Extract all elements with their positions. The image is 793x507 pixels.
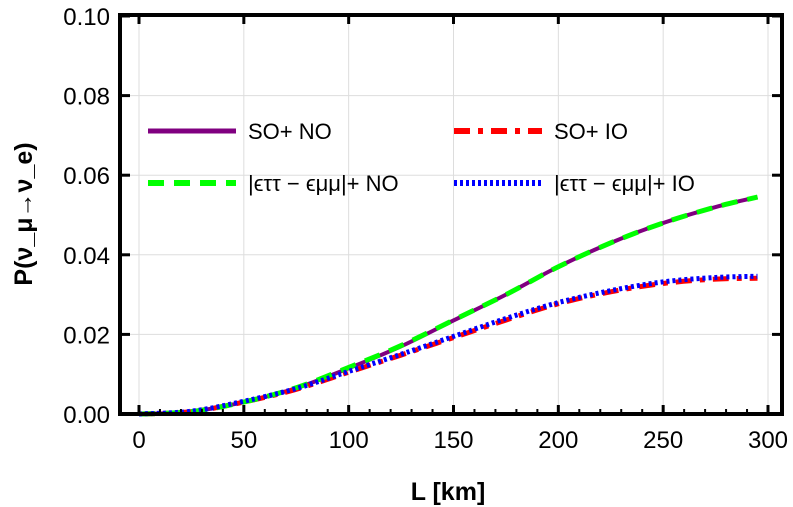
x-tick-label: 50 (230, 427, 257, 454)
y-tick-label: 0.02 (63, 322, 110, 349)
legend-label-3: |ϵττ − ϵμμ|+ IO (554, 171, 695, 196)
ticks: 0 50 100 150 200 250 300 0.00 0.02 0.04 0.06 0.08 0.… (63, 4, 788, 454)
legend-label-0: SO+ NO (248, 119, 332, 144)
legend-label-2: |ϵττ − ϵμμ|+ NO (248, 171, 399, 196)
plot-frame (118, 13, 784, 416)
x-tick-label: 250 (643, 427, 683, 454)
y-tick-label: 0.10 (63, 4, 110, 31)
y-tick-label: 0.06 (63, 163, 110, 190)
y-tick-label: 0.00 (63, 402, 110, 429)
x-tick-label: 150 (433, 427, 473, 454)
y-tick-label: 0.04 (63, 243, 110, 270)
series-line-0 (138, 195, 758, 416)
series-line-3 (138, 273, 758, 417)
y-axis-label: P(ν_μ→ν_e) (10, 142, 38, 285)
series-line-2 (138, 194, 759, 417)
y-tick-label: 0.08 (63, 84, 110, 111)
series-line-1 (138, 275, 758, 417)
x-tick-label: 200 (538, 427, 578, 454)
x-tick-label: 300 (748, 427, 788, 454)
legend-label-1: SO+ IO (554, 119, 628, 144)
x-tick-label: 0 (132, 427, 145, 454)
x-axis-label: L [km] (411, 478, 486, 506)
series-layer (138, 194, 759, 417)
legend: SO+ NO SO+ IO |ϵττ − ϵμμ|+ NO |ϵττ − ϵμμ|+ … (148, 119, 695, 196)
x-tick-label: 100 (329, 427, 369, 454)
